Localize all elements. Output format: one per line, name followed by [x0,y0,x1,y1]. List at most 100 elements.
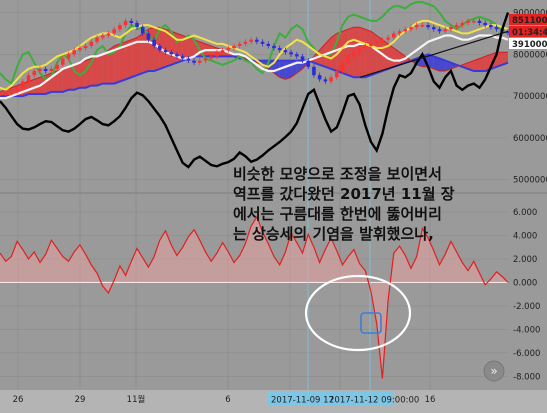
candle-body [163,50,168,53]
candle-body [175,54,179,57]
scroll-forward-circle[interactable] [483,360,505,382]
candle-body [489,25,493,28]
candle-body [186,58,191,61]
candle-body [140,27,145,34]
cloud-segment-bullish [479,56,486,72]
indicator-tick-label: 4.000 [513,232,537,242]
lower-panel [0,215,509,379]
candle-body [152,39,156,46]
cloud-segment-bearish [439,58,446,72]
candle-body [118,25,122,30]
indicator-tick-label: -8.000 [513,372,540,382]
candle-body [9,91,14,93]
candle-body [352,52,356,57]
cloud-segment-bearish [285,60,292,80]
indicator-area [0,216,508,379]
candle-body [420,25,425,27]
annotation: 비슷한 모양으로 조정을 보이면서 역프를 갔다왔던 2017년 11월 장 에… [233,165,455,243]
cloud-segment-bullish [159,27,166,69]
cursor-date-box [268,392,393,406]
candle-body [295,54,299,57]
cursor-date-labels: 2017-11-09 17 2017-11-12 09:00:00 [268,392,419,406]
cloud-segment-bullish [136,33,143,76]
cloud-segment-bearish [433,56,440,72]
candle-body [300,56,305,61]
candle-body [32,71,37,76]
double-chevron-right-icon[interactable]: » [490,364,497,378]
candle-body [100,35,105,38]
candle-body [266,43,271,46]
indicator-tick-label: -6.000 [513,349,540,359]
cloud-segment-bullish [97,54,103,86]
price-badge-white [509,38,547,49]
candle-body [215,52,219,57]
cloud-segment-bullish [485,54,491,72]
candle-body [49,68,54,72]
candle-body [169,52,174,55]
candle-body [260,41,265,44]
candle-body [15,87,19,92]
cloud-segment-bullish [114,43,120,84]
cloud-segment-bullish [57,68,63,92]
candle-body [232,45,236,49]
candle-body [26,75,31,82]
highlight-ellipse [304,274,412,352]
candle-body [237,43,242,46]
indicator-tick-label: -4.000 [513,325,540,335]
candle-body [431,27,436,30]
candle-body [306,60,311,67]
candle-body [192,60,196,63]
candle-body [494,27,499,30]
candle-body [363,45,368,49]
candle-body [21,81,25,88]
price-tick-label: 9000000 [513,9,547,19]
candle-body [112,29,116,34]
price-tick-label: 6000000 [513,134,547,144]
candle-body [83,45,88,49]
candle-body [374,41,379,44]
candle-body [135,22,139,28]
indicator-tick-label: -2.000 [513,302,540,312]
candle-body [72,50,77,55]
annotation-line-4: 는 상승세의 기염을 발휘했으나, [233,225,434,243]
date-tick-label: 16 [425,395,436,405]
price-tick-label: 8000000 [513,50,547,60]
candle-body [397,31,402,34]
candle-body [0,94,2,96]
selection-marker[interactable] [360,312,382,334]
indicator-line [0,215,509,379]
cloud-segment-bullish [502,52,508,65]
candle-body [466,20,470,23]
price-badge-label: 01:34:44 [512,28,547,38]
cloud-segment-bullish [376,35,383,74]
cloud-segment-bullish [62,66,69,92]
cloud-segment-bullish [68,64,75,90]
candle-body [60,58,65,65]
candle-body [409,27,413,30]
indicator-tick-label: 0.000 [513,278,537,288]
candle-body [449,27,453,30]
candle-body [146,33,151,40]
candle-body [460,22,465,26]
cloud-segment-bullish [74,62,80,90]
cursor-date-1: 2017-11-09 17 [271,396,334,406]
cloud-segment-bullish [131,37,137,78]
price-line-black [0,12,510,169]
candle-body [272,45,276,49]
cloud-segment-bullish [365,29,372,78]
candle-body [403,29,408,32]
candle-body [180,56,185,59]
cloud-segment-bullish [165,29,172,67]
candle-body [243,41,248,44]
price-tick-label: 5000000 [513,176,547,186]
cloud-segment-bullish [496,52,503,67]
candle-body [226,48,231,51]
candle-body [483,22,487,26]
scroll-forward-button[interactable]: » [483,360,505,382]
cloud-segment-bullish [473,58,480,72]
candle-body [38,68,42,72]
cloud-segment-bullish [182,35,189,61]
